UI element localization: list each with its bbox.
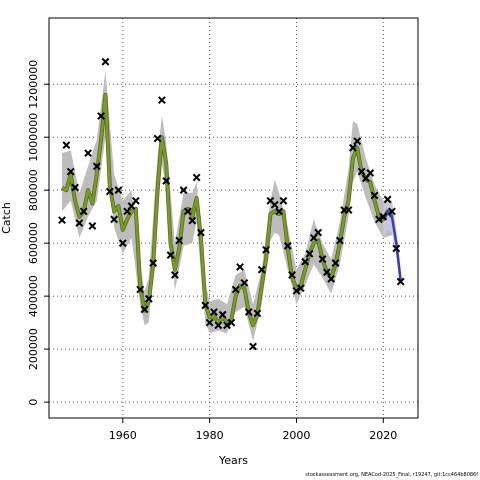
observed-point [166,251,175,259]
observed-point [357,167,366,176]
observed-point [379,212,388,221]
observed-point [66,167,75,176]
observed-point [253,309,262,318]
observed-point [197,228,205,237]
observed-point [205,318,214,327]
y-tick-label: 200000 [27,328,40,370]
observed-point [301,257,310,266]
x-tick-label: 2000 [282,429,310,442]
fit-line-main [61,93,393,327]
observed-point [314,228,323,237]
band-area [62,70,392,342]
observed-point [292,286,301,295]
y-axis-ticks: 0 200000 400000 600000 800000 1000000 1200000 [27,60,49,406]
observed-point [396,277,405,286]
observed-point [110,215,119,224]
observed-point [318,255,327,263]
y-tick-label: 400000 [27,275,40,317]
observed-point [105,187,114,196]
observed-point [131,196,140,205]
observed-point [370,191,379,200]
observed-point [240,278,249,287]
observed-point [79,207,88,216]
observed-point [201,301,210,310]
observed-point [331,259,340,267]
observed-point [62,141,71,150]
x-axis-title: Years [218,454,248,467]
observed-points [58,57,405,351]
observed-point [335,236,344,245]
y-tick-label: 1000000 [27,113,40,162]
y-axis-title: Catch [0,202,13,234]
observed-point [353,137,362,146]
observed-point [244,308,253,316]
x-tick-label: 2020 [369,429,397,442]
observed-point [279,196,288,205]
observed-point [275,207,283,216]
observed-point [75,219,84,227]
observed-point [249,342,257,351]
observed-point [140,305,149,314]
observed-point [210,308,218,316]
observed-point [92,162,101,171]
observed-point [71,183,79,192]
observed-point [88,222,97,230]
observed-point [270,200,279,209]
observed-point [231,285,240,294]
grid-lines [49,18,418,418]
observed-point [218,310,227,319]
confidence-band [62,70,401,342]
footer-credit: stockassessment.org, NEACod-2025_Final, … [305,472,478,478]
observed-point [175,236,184,245]
plot-frame [48,17,419,419]
observed-point [214,321,223,330]
observed-point [388,207,396,216]
observed-point [192,173,201,182]
observed-point [305,249,314,258]
observed-point [322,268,331,277]
y-tick-label: 800000 [27,169,40,211]
observed-point [144,294,153,303]
y-tick-label: 600000 [27,222,40,264]
observed-point [392,244,401,253]
observed-point [184,207,192,216]
observed-point [375,215,383,224]
observed-point [344,206,353,214]
observed-point [366,169,375,177]
observed-point [288,271,297,279]
observed-point [136,285,145,294]
observed-point [118,239,127,248]
observed-point [170,271,179,279]
observed-point [296,284,305,293]
observed-point [348,143,357,152]
observed-point [58,216,66,225]
observed-point [149,259,158,267]
observed-point [327,275,336,283]
observed-point [236,263,244,271]
observed-point [84,149,92,158]
observed-point [257,265,266,274]
observed-point [114,186,123,195]
y-tick-label: 1200000 [27,60,40,109]
observed-point [179,186,188,195]
observed-point [227,318,236,327]
x-tick-label: 1980 [196,429,224,442]
observed-point [157,96,166,105]
x-axis-ticks: 1960 1980 2000 2020 [109,418,397,442]
observed-point [383,195,392,204]
observed-point [188,216,197,225]
projection-band [383,198,401,291]
x-tick-label: 1960 [109,429,137,442]
observed-point [283,241,292,250]
observed-point [262,245,270,254]
observed-point [97,112,106,120]
observed-point [153,134,162,143]
observed-point [101,57,110,66]
y-tick-label: 0 [27,399,40,406]
observed-point [162,177,171,185]
observed-point [223,321,231,330]
